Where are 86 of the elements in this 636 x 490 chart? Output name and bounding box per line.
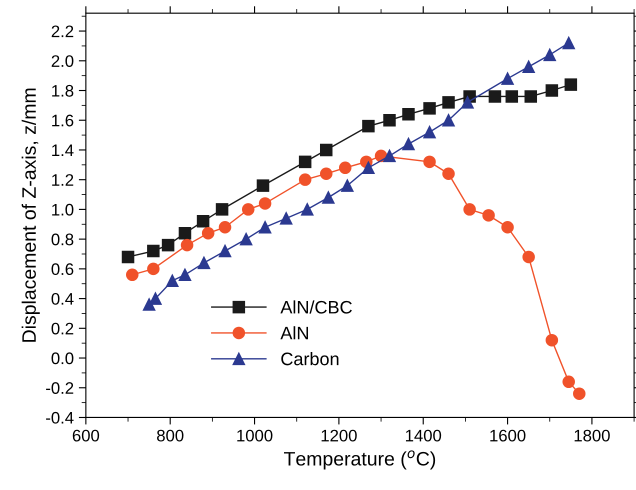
point [301,203,314,216]
y-tick-label: 2.0 [52,55,74,67]
point [162,238,174,252]
point [423,102,436,115]
point [258,220,272,234]
x-tick-label: 1200 [322,430,357,442]
point [198,256,210,270]
y-tick-label: 1.4 [52,144,74,156]
point [178,226,192,240]
point [562,376,575,388]
point [461,96,474,109]
point [180,238,194,252]
point [240,232,252,246]
point [546,84,558,97]
point [546,334,558,346]
point [522,250,535,264]
point [423,126,436,138]
legend-label: AlN [280,326,308,340]
y-tick-label: 1.2 [52,174,74,186]
y-axis-title: Displacement of Z-axis, z/mm [22,88,40,342]
point [149,292,162,305]
point [564,78,578,91]
point [338,162,352,174]
y-tick-label: 0.2 [52,322,74,335]
point [178,268,192,282]
point [258,197,272,210]
point [147,244,160,258]
point [362,120,375,132]
y-tick-label: -0.2 [46,382,74,394]
point [122,250,134,264]
point [573,387,586,400]
point [218,244,232,258]
point [298,173,312,186]
x-tick-label: 1800 [574,430,610,442]
legend-label: AlN/CBC [280,300,352,314]
x-tick-label: 1600 [490,430,526,442]
point [524,90,538,103]
point [196,215,210,228]
point [147,262,160,276]
y-tick-label: 2.2 [52,25,74,38]
legend-label: Carbon [281,352,338,366]
point [402,108,415,121]
point [463,203,476,216]
x-axis-title: Temperature ($^{o}$C) [284,450,436,470]
y-tick-label: 1.0 [52,204,74,216]
point [341,179,354,192]
point [166,274,179,287]
point [320,167,332,180]
point [322,191,335,204]
point [298,156,312,168]
y-tick-label: 1.6 [52,114,74,126]
y-tick-label: -0.4 [46,412,74,424]
point [126,268,138,282]
point [383,150,396,162]
point [442,96,455,109]
x-tick-label: 1000 [237,430,272,442]
point [216,203,228,216]
point [402,138,415,150]
y-tick-label: 0.6 [52,263,74,276]
point [242,203,254,216]
point [506,90,518,103]
point [142,298,156,311]
point [488,90,502,103]
point [501,72,514,85]
point [501,220,514,234]
point [362,162,375,174]
x-tick-label: 1400 [406,430,442,442]
point [442,114,455,126]
point [522,60,535,73]
point [218,220,232,234]
y-tick-label: 0.4 [52,292,74,305]
point [280,212,292,225]
point [562,36,575,50]
y-tick-label: 0.8 [52,234,74,246]
x-tick-label: 600 [72,430,100,442]
point [442,167,455,180]
point [202,226,214,240]
point [383,114,396,126]
y-tick-label: 1.8 [52,84,74,97]
point [423,156,436,168]
x-tick-label: 800 [157,430,184,442]
point [256,179,270,192]
y-tick-label: 0.0 [52,352,74,364]
point [320,144,332,156]
point [482,209,495,222]
point [544,48,556,62]
